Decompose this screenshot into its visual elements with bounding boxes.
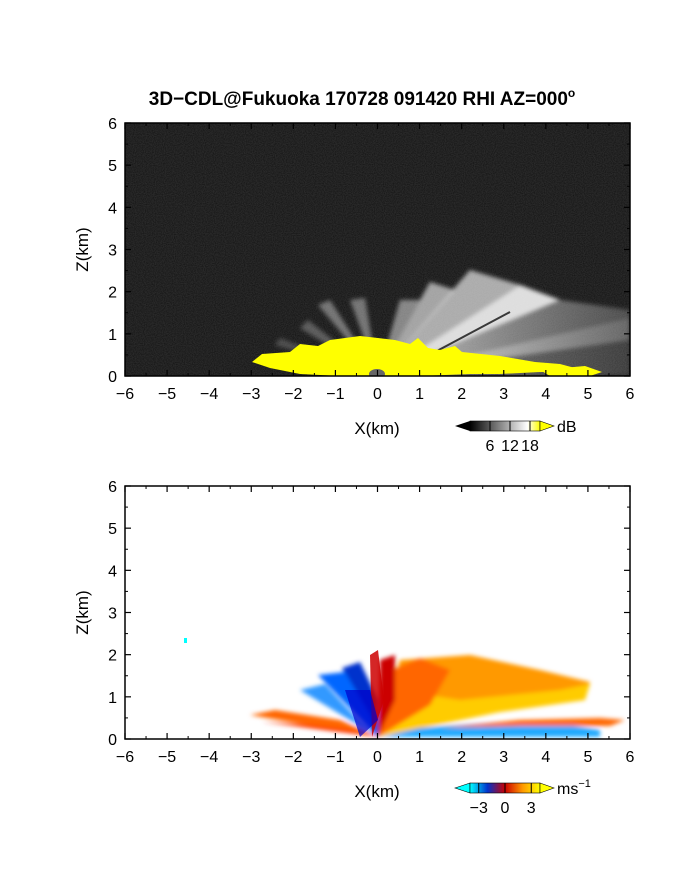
- saturated-echo: [252, 336, 575, 376]
- colorbar-tick-label: 3: [527, 800, 536, 817]
- y-tick-label: 0: [108, 732, 117, 749]
- reflectivity-echo: [252, 270, 630, 376]
- x-tick-label: −4: [200, 386, 218, 403]
- x-tick-label: 1: [415, 386, 424, 403]
- x-tick-label: 1: [415, 749, 424, 766]
- x-tick-label: −3: [242, 386, 260, 403]
- colorbar-tick-label: 6: [486, 438, 495, 455]
- x-tick-label: 2: [457, 386, 466, 403]
- velocity-colorbar: ms−1 −3 0 3: [454, 778, 591, 817]
- x-tick-label: −1: [326, 749, 344, 766]
- y-tick-label: 2: [108, 285, 117, 302]
- x-tick-label: −6: [116, 749, 134, 766]
- x-tick-label: 3: [499, 386, 508, 403]
- y-tick-label: 0: [108, 369, 117, 386]
- x-tick-label: −4: [200, 749, 218, 766]
- x-tick-label: −2: [284, 749, 302, 766]
- x-tick-label: 2: [457, 749, 466, 766]
- x-tick-label: −6: [116, 386, 134, 403]
- velocity-panel: −6 −5 −4 −3 −2 −1 0 1 2 3 4 5 6 0 1 2 3 4 5 6 Z(km) X(km) m…: [73, 479, 635, 817]
- x-tick-label: 5: [583, 386, 592, 403]
- reflectivity-colorbar: dB 6 12 18: [455, 419, 577, 455]
- y-tick-label: 5: [108, 158, 117, 175]
- x-tick-label: 6: [626, 386, 635, 403]
- x-tick-label: 4: [541, 386, 550, 403]
- x-tick-label: −5: [158, 749, 176, 766]
- velocity-ticks: −6 −5 −4 −3 −2 −1 0 1 2 3 4 5 6 0 1 2 3 4 5 6: [108, 479, 634, 766]
- y-tick-label: 4: [108, 563, 117, 580]
- reflectivity-colorbar-unit: dB: [557, 419, 577, 436]
- x-tick-label: 4: [541, 749, 550, 766]
- y-tick-label: 3: [108, 243, 117, 260]
- x-tick-label: −1: [326, 386, 344, 403]
- velocity-colorbar-unit: ms−1: [557, 778, 591, 798]
- x-tick-label: 6: [626, 749, 635, 766]
- y-tick-label: 1: [108, 690, 117, 707]
- y-tick-label: 6: [108, 116, 117, 133]
- y-tick-label: 1: [108, 327, 117, 344]
- y-tick-label: 6: [108, 479, 117, 496]
- colorbar-tick-label: 0: [501, 800, 510, 817]
- velocity-x-label: X(km): [354, 782, 399, 801]
- x-tick-label: −2: [284, 386, 302, 403]
- x-tick-label: 3: [499, 749, 508, 766]
- isolated-pixel: [184, 638, 187, 643]
- reflectivity-ticks: −6 −5 −4 −3 −2 −1 0 1 2 3 4 5 6 0 1 2 3 4 5 6: [108, 116, 634, 403]
- colorbar-tick-label: 18: [521, 438, 539, 455]
- y-tick-label: 5: [108, 521, 117, 538]
- y-tick-label: 4: [108, 200, 117, 217]
- x-tick-label: 5: [583, 749, 592, 766]
- reflectivity-x-label: X(km): [354, 419, 399, 438]
- figure-title: 3D−CDL@Fukuoka 170728 091420 RHI AZ=000o: [149, 86, 576, 110]
- colorbar-tick-label: 12: [501, 438, 519, 455]
- y-tick-label: 3: [108, 606, 117, 623]
- colorbar-tick-label: −3: [470, 800, 488, 817]
- x-tick-label: 0: [373, 749, 382, 766]
- reflectivity-y-label: Z(km): [73, 227, 92, 271]
- velocity-y-label: Z(km): [73, 590, 92, 634]
- y-tick-label: 2: [108, 648, 117, 665]
- x-tick-label: −5: [158, 386, 176, 403]
- x-tick-label: 0: [373, 386, 382, 403]
- x-tick-label: −3: [242, 749, 260, 766]
- velocity-echo: [184, 638, 625, 737]
